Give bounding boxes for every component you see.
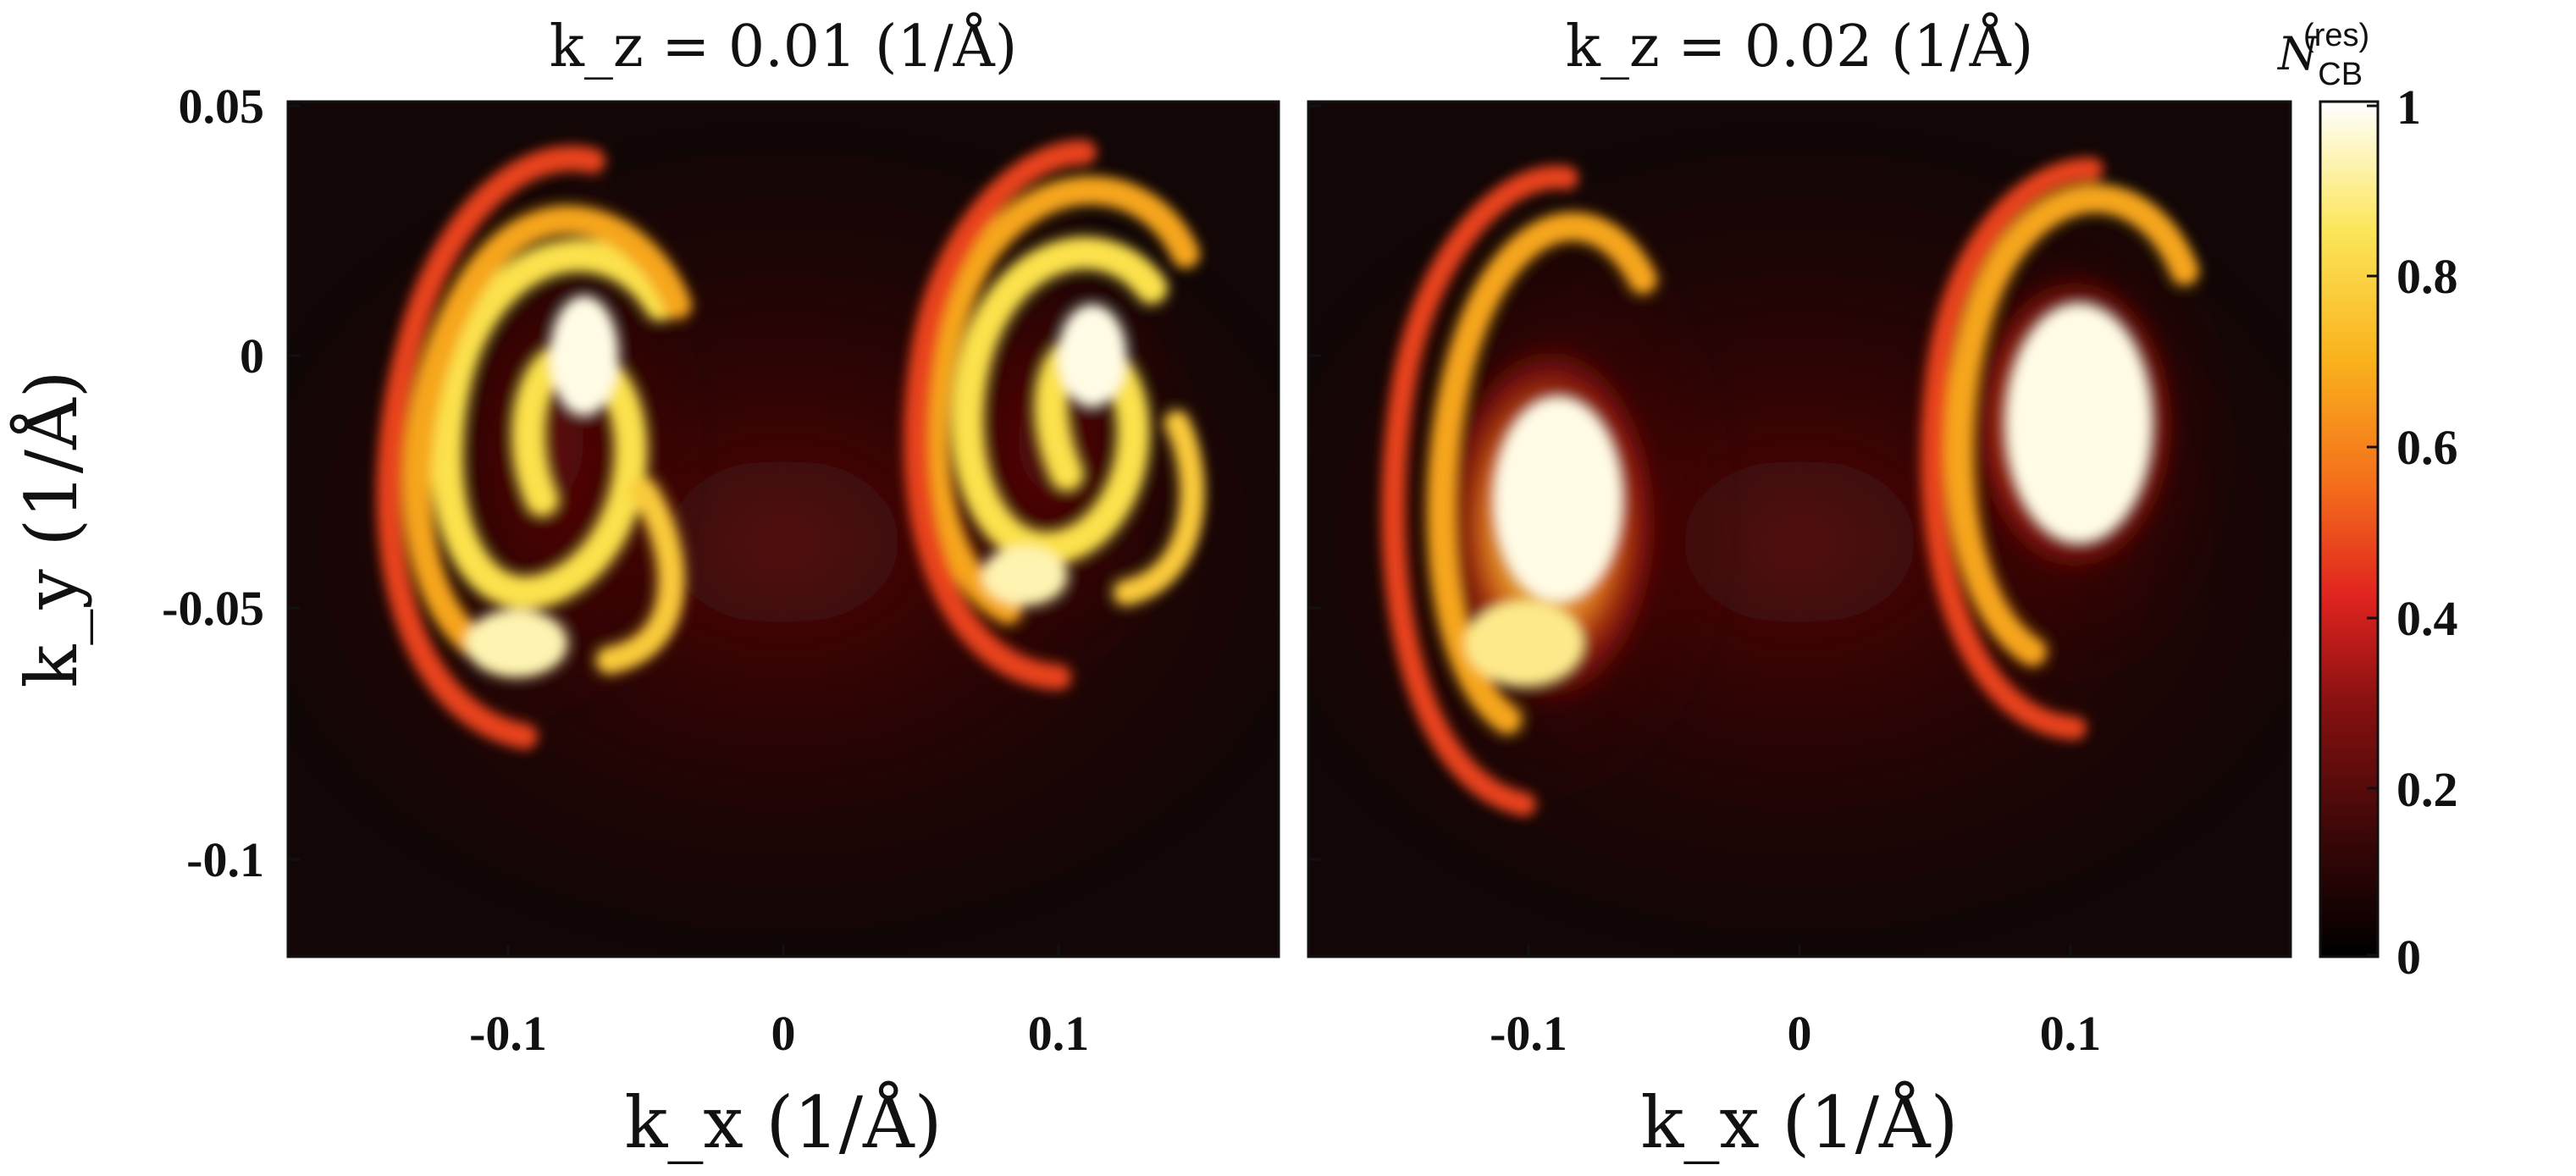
panel-2-heatmap — [1308, 102, 2291, 957]
colorbar: 0 0.2 0.4 0.6 0.8 1 NCB (res) — [2276, 18, 2458, 985]
panel-1-xtick-1: 0 — [771, 1006, 796, 1061]
colorbar-label-sup: (res) — [2303, 18, 2369, 53]
colorbar-tick-5: 1 — [2396, 80, 2421, 135]
panel-2-title: k_z = 0.02 (1/Å) — [1566, 13, 2034, 80]
panel-2: -0.1 0 0.1 k_x (1/Å) — [1307, 100, 2292, 1164]
panel-2-xtick-2: 0.1 — [2040, 1006, 2102, 1061]
panel-1-y-ticks — [288, 104, 301, 861]
panel-1-x-ticks — [506, 944, 1060, 957]
panel-1-ytick-2: -0.05 — [162, 581, 264, 636]
panel-1-xtick-2: 0.1 — [1028, 1006, 1090, 1061]
colorbar-tick-3: 0.6 — [2396, 420, 2458, 475]
panel-2-xtick-1: 0 — [1788, 1006, 1812, 1061]
panel-2-y-ticks — [1308, 104, 1321, 861]
panel-2-x-ticks — [1527, 944, 2072, 957]
panel-1-x-axis-label: k_x (1/Å) — [625, 1080, 943, 1164]
panel-1-xtick-0: -0.1 — [469, 1006, 547, 1061]
panel-1-ytick-0: 0.05 — [179, 79, 265, 134]
colorbar-tick-2: 0.4 — [2396, 591, 2458, 646]
colorbar-tick-4: 0.8 — [2396, 249, 2458, 304]
colorbar-tick-1: 0.2 — [2396, 762, 2458, 817]
panel-2-x-axis-label: k_x (1/Å) — [1641, 1080, 1959, 1164]
panel-1-y-axis-label: k_y (1/Å) — [9, 370, 93, 687]
colorbar-label-sub: CB — [2318, 57, 2363, 92]
panel-1-ytick-1: 0 — [240, 329, 264, 384]
panel-2-xtick-0: -0.1 — [1490, 1006, 1567, 1061]
colorbar-gradient — [2319, 100, 2380, 958]
panel-1-ytick-3: -0.1 — [186, 832, 264, 887]
panel-1-heatmap — [288, 102, 1279, 957]
panel-1-title: k_z = 0.01 (1/Å) — [550, 13, 1018, 80]
colorbar-tick-0: 0 — [2396, 930, 2421, 985]
colorbar-label: NCB (res) — [2276, 18, 2369, 92]
colorbar-label-main: N — [2276, 27, 2319, 80]
panel-1: 0.05 0 -0.05 -0.1 -0.1 0 0.1 k_x (1/Å) k… — [9, 79, 1280, 1164]
